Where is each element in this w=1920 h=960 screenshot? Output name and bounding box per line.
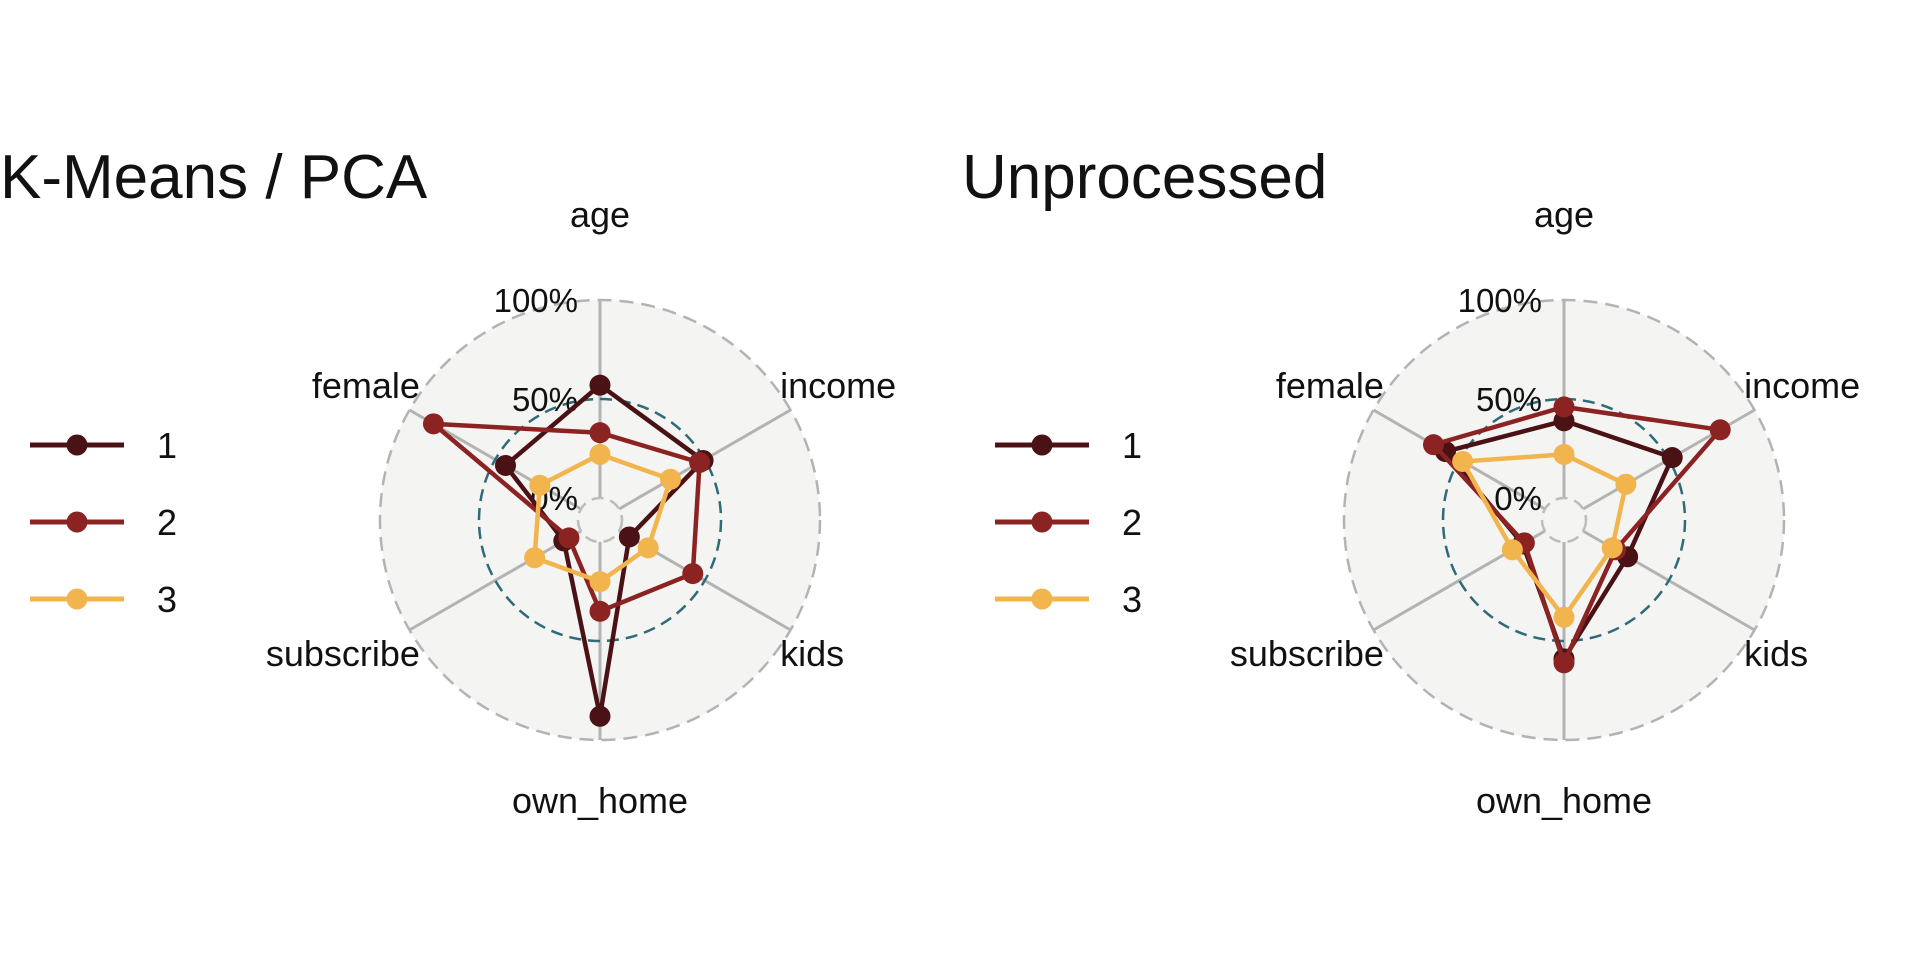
- legend-marker-1: [1031, 434, 1053, 456]
- legend-marker-1: [66, 434, 88, 456]
- data-point-series-3-female: [1452, 450, 1474, 472]
- chart-title: K-Means / PCA: [0, 143, 428, 212]
- data-point-series-2-age: [589, 422, 611, 444]
- chart-title: Unprocessed: [962, 143, 1327, 212]
- axis-label-subscribe: subscribe: [1230, 633, 1384, 674]
- radar-grid: 0%50%100%ageincomekidsown_homesubscribef…: [266, 194, 896, 821]
- data-point-series-1-own-home: [589, 705, 611, 727]
- legend-marker-2: [1031, 511, 1053, 533]
- chart-panel-kmeans-pca: K-Means / PCA 0%50%100%ageincomekidsown_…: [0, 143, 896, 821]
- radar-series-group: [1422, 396, 1731, 674]
- axis-label-kids: kids: [1744, 633, 1808, 674]
- plot-background: [1344, 300, 1784, 740]
- legend-marker-3: [1031, 588, 1053, 610]
- data-point-series-1-age: [589, 374, 611, 396]
- data-point-series-2-female: [1422, 434, 1444, 456]
- data-point-series-3-age: [1553, 443, 1575, 465]
- data-point-series-2-income: [1709, 419, 1731, 441]
- axis-label-age: age: [1534, 194, 1594, 235]
- tick-label-0: 0%: [1494, 480, 1542, 517]
- data-point-series-2-own-home: [589, 600, 611, 622]
- data-point-series-2-own-home: [1553, 652, 1575, 674]
- data-point-series-2-income: [689, 451, 711, 473]
- legend-label-2: 2: [1122, 502, 1142, 543]
- data-point-series-3-subscribe: [1501, 539, 1523, 561]
- legend-label-3: 3: [1122, 579, 1142, 620]
- data-point-series-1-income: [1661, 447, 1683, 469]
- axis-label-own-home: own_home: [1476, 780, 1652, 821]
- axis-label-female: female: [312, 365, 420, 406]
- axis-label-kids: kids: [780, 633, 844, 674]
- legend-marker-3: [66, 588, 88, 610]
- radar-series-group: [422, 374, 714, 727]
- spoke-subscribe: [408, 529, 582, 632]
- axis-label-age: age: [570, 194, 630, 235]
- data-point-series-3-own-home: [589, 571, 611, 593]
- legend-label-3: 3: [157, 579, 177, 620]
- axis-label-subscribe: subscribe: [266, 633, 420, 674]
- axis-label-own-home: own_home: [512, 780, 688, 821]
- axis-label-income: income: [780, 365, 896, 406]
- tick-label-50: 50%: [1476, 381, 1542, 418]
- radar-grid: 0% 50% 100% age income kids own_home subscribe f…: [1230, 194, 1860, 821]
- data-point-series-2-female: [422, 413, 444, 435]
- legend-label-2: 2: [157, 502, 177, 543]
- data-point-series-3-own-home: [1553, 606, 1575, 628]
- data-point-series-3-kids: [637, 537, 659, 559]
- data-point-series-2-kids: [682, 563, 704, 585]
- legend: 1 2 3: [995, 425, 1142, 620]
- legend-label-1: 1: [157, 425, 177, 466]
- data-point-series-2-age: [1553, 396, 1575, 418]
- tick-label-100: 100%: [494, 282, 578, 319]
- plot-background: [380, 300, 820, 740]
- gridline-100: [378, 298, 822, 742]
- legend-label-1: 1: [1122, 425, 1142, 466]
- axis-label-female: female: [1276, 365, 1384, 406]
- data-point-series-3-income: [659, 468, 681, 490]
- data-point-series-3-income: [1615, 473, 1637, 495]
- gridline-50: [1441, 397, 1687, 643]
- data-point-series-3-age: [589, 443, 611, 465]
- data-point-series-3-subscribe: [524, 547, 546, 569]
- legend: 1 2 3: [30, 425, 177, 620]
- legend-marker-2: [66, 511, 88, 533]
- data-point-series-3-female: [529, 474, 551, 496]
- gridline-100: [1342, 298, 1786, 742]
- data-point-series-1-female: [494, 454, 516, 476]
- data-point-series-2-subscribe: [558, 527, 580, 549]
- tick-label-100: 100%: [1458, 282, 1542, 319]
- data-point-series-1-kids: [618, 526, 640, 548]
- data-point-series-3-kids: [1601, 537, 1623, 559]
- gridline-50: [477, 397, 723, 643]
- axis-label-income: income: [1744, 365, 1860, 406]
- gridline-0: [576, 496, 624, 544]
- gridline-0: [1540, 496, 1588, 544]
- chart-panel-unprocessed: Unprocessed 0% 50% 100% age income kids own_ho…: [962, 143, 1860, 821]
